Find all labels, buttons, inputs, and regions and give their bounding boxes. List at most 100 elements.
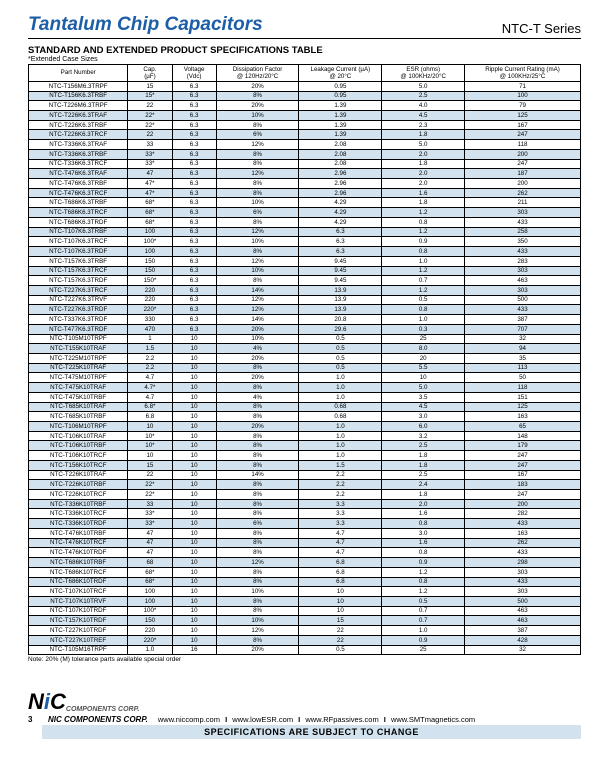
col-header: Dissipation Factor@ 120Hz/20°C [216, 65, 299, 82]
cell: 113 [465, 363, 581, 373]
table-row: NTC-T685K10TRBF6.8108%0.683.0163 [29, 412, 581, 422]
table-row: NTC-T226K10TRBF22*108%2.22.4183 [29, 480, 581, 490]
cell: 220 [128, 626, 172, 636]
cell: 20% [216, 373, 299, 383]
cell: 25 [382, 645, 465, 655]
cell: 20 [382, 353, 465, 363]
cell: NTC-T476K6.3TRAF [29, 169, 128, 179]
table-row: NTC-T686K6.3TRBF68*6.310%4.291.8211 [29, 198, 581, 208]
cell: 1.0 [128, 645, 172, 655]
cell: 1.0 [299, 383, 382, 393]
cell: 10 [172, 635, 216, 645]
cell: 148 [465, 431, 581, 441]
cell: 6% [216, 130, 299, 140]
cell: NTC-T686K10TRCF [29, 567, 128, 577]
cell: 247 [465, 159, 581, 169]
cell: 10 [172, 422, 216, 432]
table-row: NTC-T336K6.3TRBF33*6.38%2.082.0200 [29, 149, 581, 159]
cell: 8% [216, 509, 299, 519]
cell: 707 [465, 324, 581, 334]
cell: 463 [465, 616, 581, 626]
cell: 387 [465, 315, 581, 325]
cell: NTC-T477K6.3TRDF [29, 324, 128, 334]
cell: NTC-T226K10TRBF [29, 480, 128, 490]
cell: 247 [465, 451, 581, 461]
cell: 6% [216, 519, 299, 529]
cell: 6.3 [172, 169, 216, 179]
table-row: NTC-T227K6.3TRCF2206.314%13.91.2303 [29, 285, 581, 295]
table-row: NTC-T227K10TRDF2201012%221.0387 [29, 626, 581, 636]
cell: 500 [465, 295, 581, 305]
table-subtitle: STANDARD AND EXTENDED PRODUCT SPECIFICAT… [28, 45, 581, 56]
table-row: NTC-T227K10TREF220*108%220.9428 [29, 635, 581, 645]
cell: 22 [128, 101, 172, 111]
cell: 10 [128, 422, 172, 432]
cell: 6.3 [172, 324, 216, 334]
cell: NTC-T227K10TRDF [29, 626, 128, 636]
cell: 8% [216, 451, 299, 461]
cell: 0.95 [299, 81, 382, 91]
cell: 12% [216, 558, 299, 568]
table-row: NTC-T475M10TRPF4.71020%1.01050 [29, 373, 581, 383]
cell: NTC-T107K6.3TRDF [29, 247, 128, 257]
table-row: NTC-T226K10TRCF22*108%2.21.8247 [29, 490, 581, 500]
cell: 0.9 [382, 558, 465, 568]
cell: 6.3 [172, 247, 216, 257]
cell: 6.3 [172, 305, 216, 315]
cell: 428 [465, 635, 581, 645]
cell: 33* [128, 509, 172, 519]
cell: 8% [216, 441, 299, 451]
tolerance-note: Note: 20% (M) tolerance parts available … [28, 656, 581, 663]
table-row: NTC-T336K6.3TRAF336.312%2.085.0118 [29, 140, 581, 150]
cell: 2.08 [299, 149, 382, 159]
cell: 6.3 [172, 188, 216, 198]
cell: 12% [216, 169, 299, 179]
cell: 0.3 [382, 324, 465, 334]
cell: 8% [216, 402, 299, 412]
cell: 151 [465, 392, 581, 402]
cell: 220* [128, 635, 172, 645]
table-row: NTC-T227K6.3TRVF2206.312%13.90.5500 [29, 295, 581, 305]
cell: 0.8 [382, 519, 465, 529]
cell: 20% [216, 81, 299, 91]
cell: 200 [465, 179, 581, 189]
cell: 68* [128, 577, 172, 587]
cell: 1.8 [382, 159, 465, 169]
cell: 6.3 [299, 247, 382, 257]
table-row: NTC-T106M10TRPF101020%1.06.065 [29, 422, 581, 432]
cell: 8% [216, 606, 299, 616]
cell: 10 [172, 480, 216, 490]
cell: 22* [128, 111, 172, 121]
cell: 4.7* [128, 383, 172, 393]
table-row: NTC-T475K10TRBF4.7104%1.03.5151 [29, 392, 581, 402]
cell: 10% [216, 237, 299, 247]
cell: 6.3 [172, 159, 216, 169]
cell: 13.9 [299, 285, 382, 295]
cell: 12% [216, 295, 299, 305]
cell: 2.08 [299, 159, 382, 169]
table-row: NTC-T157K10TRDF1501010%150.7463 [29, 616, 581, 626]
cell: 22 [128, 130, 172, 140]
cell: 33* [128, 149, 172, 159]
cell: 303 [465, 587, 581, 597]
cell: 22 [128, 470, 172, 480]
cell: 0.8 [382, 305, 465, 315]
cell: NTC-T106K10TRAF [29, 431, 128, 441]
cell: 8% [216, 635, 299, 645]
cell: 22* [128, 480, 172, 490]
cell: 10 [172, 441, 216, 451]
cell: 3.3 [299, 509, 382, 519]
cell: NTC-T336K10TRCF [29, 509, 128, 519]
cell: 10 [172, 538, 216, 548]
col-header: ESR (ohms)@ 100KHz/20°C [382, 65, 465, 82]
cell: 2.96 [299, 169, 382, 179]
cell: 3.3 [299, 519, 382, 529]
cell: 8% [216, 480, 299, 490]
cell: 2.96 [299, 179, 382, 189]
cell: 433 [465, 519, 581, 529]
cell: 5.0 [382, 81, 465, 91]
cell: 50 [465, 373, 581, 383]
cell: 433 [465, 577, 581, 587]
cell: 187 [465, 169, 581, 179]
cell: 10 [299, 596, 382, 606]
